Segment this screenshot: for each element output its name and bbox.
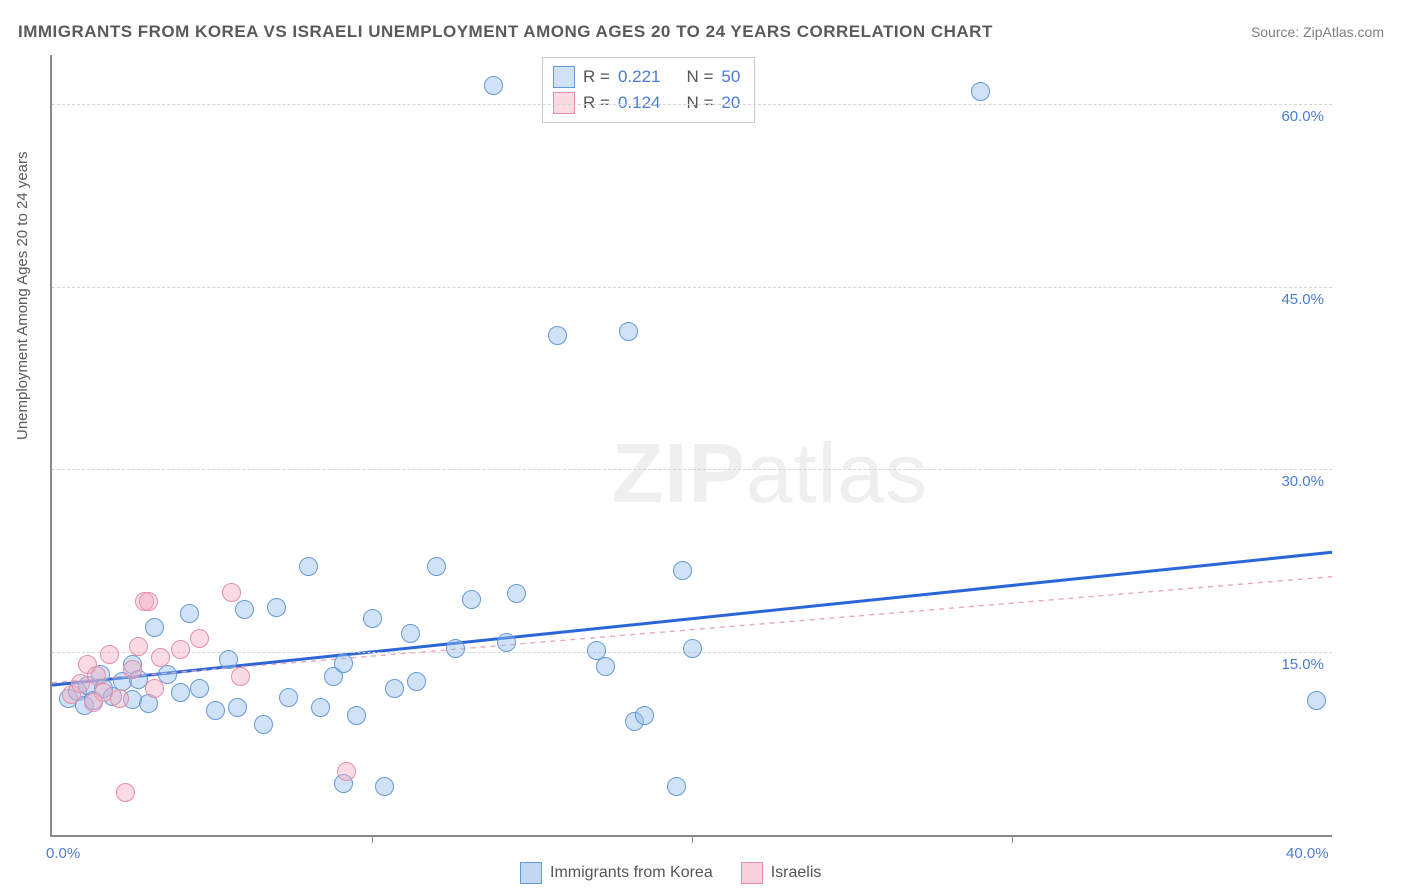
data-point xyxy=(971,82,990,101)
data-point xyxy=(337,762,356,781)
data-point xyxy=(548,326,567,345)
data-point xyxy=(311,698,330,717)
legend-label: Immigrants from Korea xyxy=(550,864,713,882)
data-point xyxy=(446,639,465,658)
data-point xyxy=(139,592,158,611)
grid-line xyxy=(52,287,1332,288)
x-tick-mark xyxy=(372,835,373,843)
x-tick-mark xyxy=(692,835,693,843)
legend-stat-row: R = 0.221 N = 50 xyxy=(553,64,740,90)
series-legend: Immigrants from Korea Israelis xyxy=(520,862,821,884)
data-point xyxy=(385,679,404,698)
data-point xyxy=(171,640,190,659)
source-attribution: Source: ZipAtlas.com xyxy=(1251,24,1384,40)
data-point xyxy=(190,629,209,648)
legend-swatch xyxy=(741,862,763,884)
plot-area: ZIPatlas R =0.221N =50R =0.124N =20 15.0… xyxy=(50,55,1332,837)
y-tick-label: 60.0% xyxy=(1281,108,1324,125)
legend-swatch xyxy=(553,66,575,88)
data-point xyxy=(129,637,148,656)
data-point xyxy=(635,706,654,725)
data-point xyxy=(116,783,135,802)
data-point xyxy=(673,561,692,580)
data-point xyxy=(619,322,638,341)
data-point xyxy=(190,679,209,698)
data-point xyxy=(180,604,199,623)
legend-r-label: R = xyxy=(583,64,610,90)
y-tick-label: 30.0% xyxy=(1281,473,1324,490)
y-axis-label: Unemployment Among Ages 20 to 24 years xyxy=(14,151,31,440)
data-point xyxy=(683,639,702,658)
data-point xyxy=(151,648,170,667)
data-point xyxy=(267,598,286,617)
data-point xyxy=(507,584,526,603)
legend-item: Immigrants from Korea xyxy=(520,862,713,884)
data-point xyxy=(145,679,164,698)
data-point xyxy=(228,698,247,717)
legend-swatch xyxy=(520,862,542,884)
data-point xyxy=(427,557,446,576)
data-point xyxy=(254,715,273,734)
data-point xyxy=(347,706,366,725)
x-tick-label: 0.0% xyxy=(46,845,80,862)
grid-line xyxy=(52,469,1332,470)
y-tick-label: 45.0% xyxy=(1281,291,1324,308)
data-point xyxy=(462,590,481,609)
y-tick-label: 15.0% xyxy=(1281,656,1324,673)
chart-container: IMMIGRANTS FROM KOREA VS ISRAELI UNEMPLO… xyxy=(0,0,1406,892)
x-tick-label: 40.0% xyxy=(1286,845,1329,862)
data-point xyxy=(667,777,686,796)
data-point xyxy=(1307,691,1326,710)
data-point xyxy=(363,609,382,628)
data-point xyxy=(497,633,516,652)
legend-r-value: 0.221 xyxy=(618,64,661,90)
data-point xyxy=(123,660,142,679)
data-point xyxy=(484,76,503,95)
x-tick-mark xyxy=(1012,835,1013,843)
correlation-legend: R =0.221N =50R =0.124N =20 xyxy=(542,57,755,123)
chart-title: IMMIGRANTS FROM KOREA VS ISRAELI UNEMPLO… xyxy=(18,22,993,42)
grid-line xyxy=(52,104,1332,105)
data-point xyxy=(171,683,190,702)
trend-lines-layer xyxy=(52,55,1332,835)
data-point xyxy=(299,557,318,576)
legend-item: Israelis xyxy=(741,862,822,884)
data-point xyxy=(222,583,241,602)
legend-n-value: 50 xyxy=(721,64,740,90)
legend-label: Israelis xyxy=(771,864,822,882)
data-point xyxy=(375,777,394,796)
data-point xyxy=(235,600,254,619)
legend-n-label: N = xyxy=(686,64,713,90)
data-point xyxy=(334,654,353,673)
data-point xyxy=(87,666,106,685)
data-point xyxy=(110,689,129,708)
data-point xyxy=(219,650,238,669)
data-point xyxy=(206,701,225,720)
data-point xyxy=(279,688,298,707)
